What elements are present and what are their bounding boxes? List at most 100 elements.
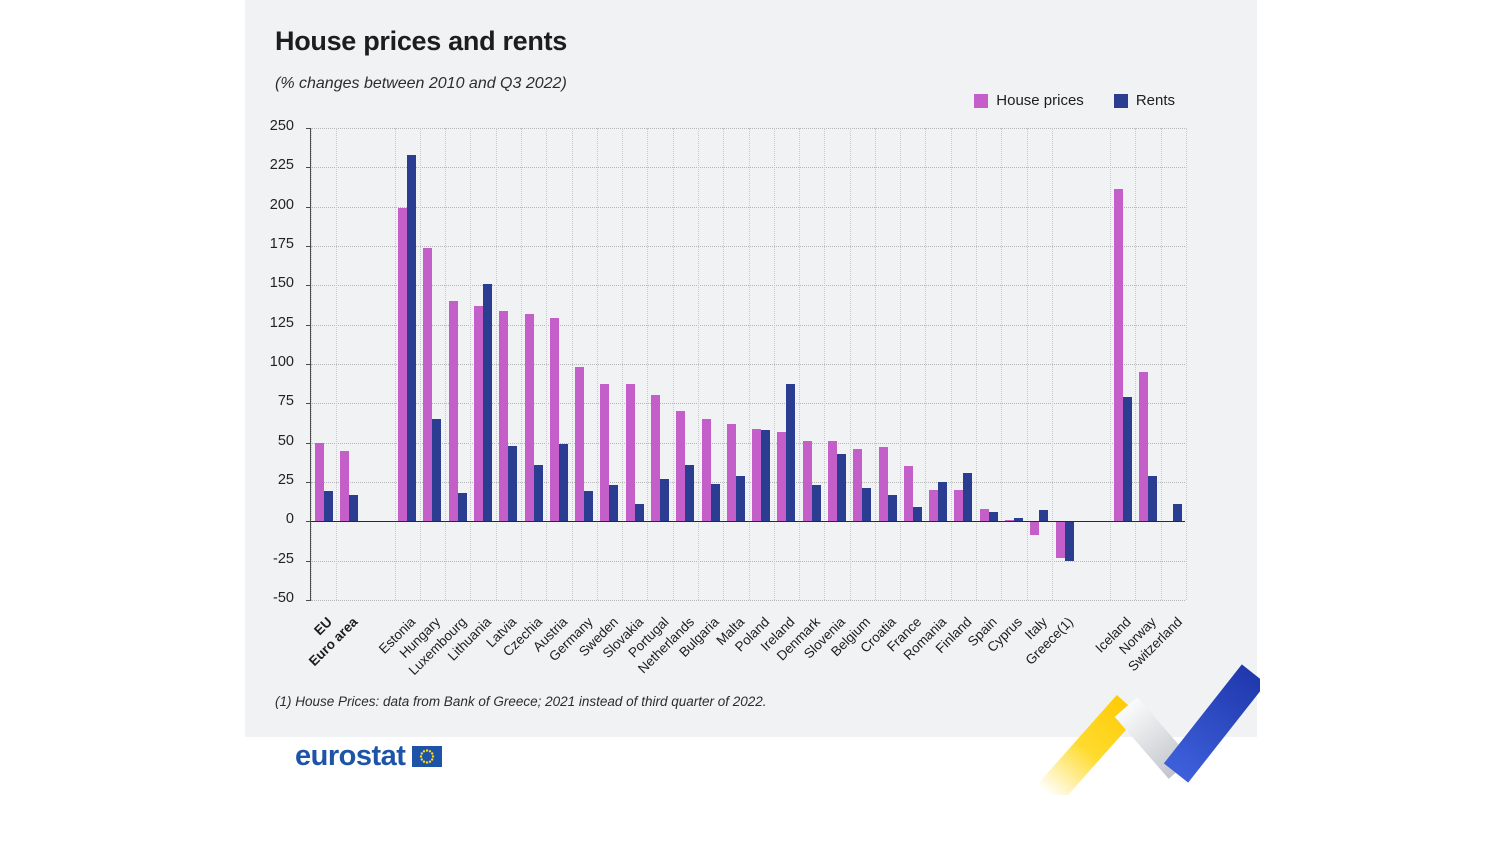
bar-house-prices [954, 489, 964, 522]
y-axis-tick [306, 324, 311, 326]
y-axis-tick [306, 403, 311, 405]
v-gridline [824, 128, 826, 600]
footnote: (1) House Prices: data from Bank of Gree… [275, 694, 767, 709]
y-axis-label: -50 [273, 590, 294, 606]
eu-flag-icon [412, 746, 443, 767]
v-gridline [849, 128, 851, 600]
v-gridline [723, 128, 725, 600]
y-axis-tick [306, 167, 311, 169]
bar-rents [938, 482, 948, 522]
h-gridline [311, 246, 1185, 247]
y-axis-label: 75 [277, 393, 294, 410]
bar-rents [1122, 397, 1132, 522]
eurostat-logo: eurostat [295, 740, 443, 773]
bar-rents [761, 430, 771, 522]
y-axis-tick [306, 482, 311, 483]
bar-rents [887, 494, 897, 522]
bar-rents [862, 488, 872, 522]
bar-house-prices [752, 428, 762, 522]
y-axis-tick [306, 285, 311, 287]
legend-item-house-prices: House prices [974, 92, 1084, 109]
v-gridline [336, 128, 338, 600]
legend-label-rents: Rents [1135, 92, 1175, 109]
v-gridline [470, 128, 472, 600]
v-gridline [1051, 128, 1053, 600]
bar-house-prices [625, 384, 635, 522]
zero-line [311, 521, 1185, 523]
y-axis-tick [306, 246, 311, 247]
bar-house-prices [777, 431, 787, 522]
bar-rents [432, 419, 442, 522]
bar-rents [786, 384, 796, 522]
y-axis-label: 150 [269, 275, 294, 292]
y-axis-label: 125 [269, 314, 294, 331]
bar-house-prices [676, 411, 686, 522]
h-gridline [311, 560, 1185, 562]
bar-rents [323, 491, 333, 522]
h-gridline [311, 482, 1185, 483]
bar-house-prices [701, 419, 711, 522]
v-gridline [520, 128, 522, 600]
y-axis-tick [306, 128, 311, 129]
bar-house-prices [929, 489, 939, 522]
bar-rents [1173, 504, 1183, 522]
bar-rents [710, 483, 720, 522]
y-axis-tick [306, 364, 311, 365]
bar-house-prices [398, 208, 408, 522]
v-gridline [799, 128, 801, 600]
h-gridline [311, 600, 1185, 601]
bar-house-prices [549, 318, 559, 522]
bar-house-prices [448, 301, 458, 522]
v-gridline [1110, 128, 1112, 600]
y-axis-label: 100 [269, 354, 294, 370]
y-axis-label: 200 [269, 196, 294, 213]
bar-rents [735, 475, 745, 522]
bar-rents [1148, 475, 1158, 522]
y-axis-labels: 250 225 200 175 150 125 100 75 50 25 0 -25 -50 [245, 118, 302, 606]
bar-house-prices [1030, 521, 1040, 536]
v-gridline [748, 128, 750, 600]
chart-title: House prices and rents [275, 26, 567, 56]
bar-house-prices [827, 441, 837, 522]
house-prices-swatch [974, 93, 989, 108]
y-axis-label: 25 [277, 472, 294, 488]
v-gridline [1160, 128, 1162, 600]
y-axis-tick [306, 560, 311, 562]
h-gridline [311, 364, 1185, 365]
v-gridline [1026, 128, 1028, 600]
eurostat-logo-text: eurostat [295, 740, 406, 772]
y-axis-label: 175 [269, 236, 294, 252]
h-gridline [311, 167, 1185, 169]
legend-label-house-prices: House prices [996, 92, 1084, 109]
bar-rents [609, 485, 619, 522]
y-axis-tick [306, 600, 311, 601]
h-gridline [311, 442, 1185, 444]
bar-rents [811, 485, 821, 522]
bar-rents [1064, 521, 1074, 561]
y-axis-label: 225 [269, 157, 294, 174]
h-gridline [311, 206, 1185, 208]
v-gridline [874, 128, 876, 600]
v-gridline [495, 128, 497, 600]
v-gridline [1001, 128, 1003, 600]
bar-rents [457, 493, 467, 522]
v-gridline [571, 128, 573, 600]
bar-house-prices [600, 384, 610, 522]
rents-swatch [1113, 93, 1128, 108]
y-axis-label: 0 [285, 511, 294, 528]
bar-house-prices [314, 442, 324, 522]
v-gridline [622, 128, 624, 600]
y-axis-tick [306, 442, 311, 444]
bar-house-prices [878, 447, 888, 522]
bar-house-prices [979, 508, 989, 522]
v-gridline [672, 128, 674, 600]
v-gridline [900, 128, 902, 600]
bar-rents [963, 472, 973, 522]
legend: House prices Rents [974, 92, 1175, 109]
bar-house-prices [1113, 189, 1123, 522]
bar-rents [660, 478, 670, 522]
bar-rents [508, 445, 518, 522]
bar-house-prices [853, 448, 863, 522]
y-axis-tick [306, 521, 311, 523]
h-gridline [311, 285, 1185, 287]
